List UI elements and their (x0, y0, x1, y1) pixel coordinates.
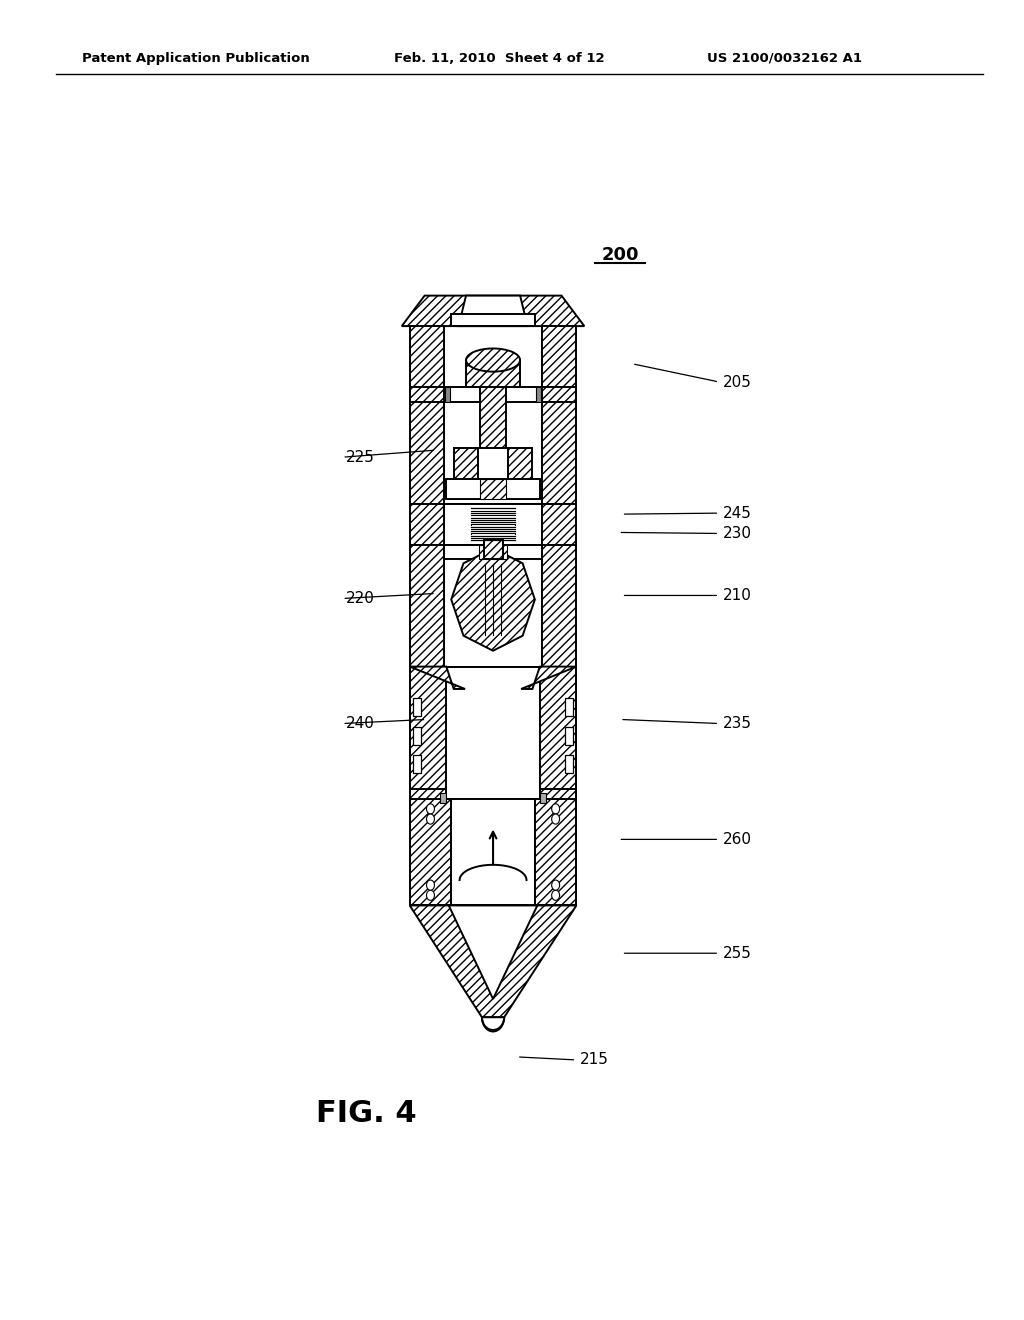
Bar (446, 667, 540, 799)
Bar (410, 545, 443, 667)
Bar (452, 314, 535, 326)
Text: 210: 210 (723, 587, 752, 603)
Ellipse shape (466, 348, 520, 372)
Bar (483, 540, 503, 558)
Bar (440, 792, 446, 803)
Bar (410, 403, 443, 504)
Polygon shape (521, 667, 577, 689)
Polygon shape (449, 906, 538, 999)
Bar (540, 788, 577, 799)
Text: 220: 220 (346, 591, 375, 606)
Bar (536, 387, 541, 403)
Bar (410, 788, 446, 799)
Bar (508, 447, 532, 479)
Bar (410, 667, 446, 799)
Text: 235: 235 (723, 715, 753, 731)
Circle shape (427, 890, 434, 900)
Bar (543, 545, 577, 667)
Bar (443, 504, 543, 545)
Polygon shape (401, 296, 585, 326)
Bar (565, 726, 573, 744)
Bar (446, 479, 540, 499)
Polygon shape (410, 906, 577, 1018)
Bar (466, 360, 520, 387)
Text: 230: 230 (723, 525, 753, 541)
Bar (543, 326, 577, 387)
Bar (543, 387, 577, 403)
Bar (535, 799, 577, 906)
Text: 225: 225 (346, 450, 375, 465)
Bar (543, 504, 577, 545)
Bar (565, 698, 573, 717)
Text: 245: 245 (723, 506, 752, 520)
Circle shape (552, 804, 559, 814)
Bar (413, 726, 421, 744)
Bar (410, 387, 443, 403)
Circle shape (552, 890, 559, 900)
Bar (410, 799, 452, 906)
Circle shape (427, 814, 434, 824)
Circle shape (552, 814, 559, 824)
Bar (413, 755, 421, 774)
Bar (454, 447, 478, 479)
Polygon shape (410, 667, 465, 689)
Bar (540, 667, 577, 799)
Text: Feb. 11, 2010  Sheet 4 of 12: Feb. 11, 2010 Sheet 4 of 12 (394, 51, 605, 65)
Bar (443, 326, 543, 387)
Wedge shape (482, 1018, 504, 1031)
Bar (479, 545, 507, 558)
Bar (443, 545, 543, 558)
Circle shape (427, 804, 434, 814)
Circle shape (427, 880, 434, 890)
Polygon shape (459, 296, 527, 326)
Text: 255: 255 (723, 945, 752, 961)
Text: US 2100/0032162 A1: US 2100/0032162 A1 (707, 51, 861, 65)
Text: 215: 215 (581, 1052, 609, 1068)
Text: FIG. 4: FIG. 4 (315, 1100, 417, 1129)
Bar (480, 387, 506, 447)
Polygon shape (452, 548, 535, 651)
Bar (410, 504, 443, 545)
Bar (443, 403, 543, 504)
Bar (540, 792, 546, 803)
Bar (413, 698, 421, 717)
Bar (543, 403, 577, 504)
Text: Patent Application Publication: Patent Application Publication (82, 51, 309, 65)
Bar (410, 326, 443, 387)
Text: 200: 200 (601, 246, 639, 264)
Bar (443, 545, 543, 667)
Text: 205: 205 (723, 375, 752, 389)
Text: 240: 240 (346, 715, 375, 731)
Bar (480, 479, 506, 499)
Circle shape (552, 880, 559, 890)
Bar (452, 799, 535, 906)
Bar (445, 387, 451, 403)
Bar (565, 755, 573, 774)
Text: 260: 260 (723, 832, 753, 847)
